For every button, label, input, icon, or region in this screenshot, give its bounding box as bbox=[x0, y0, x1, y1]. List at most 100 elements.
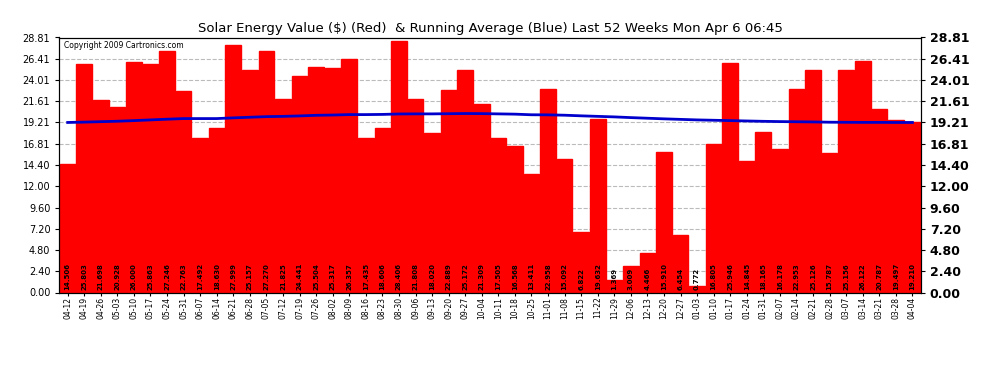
Text: 27.246: 27.246 bbox=[164, 263, 170, 290]
Bar bbox=[888, 120, 904, 292]
Bar bbox=[755, 132, 771, 292]
Text: 0.772: 0.772 bbox=[694, 268, 700, 290]
Text: 25.946: 25.946 bbox=[728, 263, 734, 290]
Text: 25.863: 25.863 bbox=[148, 263, 153, 290]
Text: 26.122: 26.122 bbox=[859, 263, 865, 290]
Bar bbox=[822, 153, 838, 292]
Text: 14.845: 14.845 bbox=[743, 262, 749, 290]
Text: 27.270: 27.270 bbox=[263, 263, 269, 290]
Bar bbox=[424, 133, 440, 292]
Bar bbox=[672, 236, 688, 292]
Bar bbox=[656, 152, 672, 292]
Text: 21.808: 21.808 bbox=[413, 263, 419, 290]
Text: 1.369: 1.369 bbox=[611, 268, 618, 290]
Bar bbox=[325, 68, 341, 292]
Bar bbox=[805, 70, 821, 292]
Text: 16.178: 16.178 bbox=[777, 263, 783, 290]
Bar bbox=[590, 119, 606, 292]
Text: 17.492: 17.492 bbox=[197, 263, 203, 290]
Bar bbox=[358, 138, 373, 292]
Bar bbox=[192, 138, 208, 292]
Text: 25.504: 25.504 bbox=[313, 263, 319, 290]
Bar bbox=[640, 253, 655, 292]
Bar bbox=[308, 67, 324, 292]
Text: 17.505: 17.505 bbox=[495, 263, 501, 290]
Bar bbox=[110, 107, 126, 292]
Text: 22.953: 22.953 bbox=[793, 263, 800, 290]
Text: 19.210: 19.210 bbox=[910, 263, 916, 290]
Bar bbox=[159, 51, 175, 292]
Bar bbox=[739, 161, 754, 292]
Bar bbox=[292, 76, 308, 292]
Text: 28.406: 28.406 bbox=[396, 263, 402, 290]
Bar bbox=[258, 51, 274, 292]
Bar bbox=[342, 59, 357, 292]
Bar bbox=[93, 100, 109, 292]
Text: 17.435: 17.435 bbox=[362, 263, 369, 290]
Bar bbox=[441, 90, 456, 292]
Text: 25.172: 25.172 bbox=[462, 263, 468, 290]
Bar bbox=[839, 70, 854, 292]
Text: 18.606: 18.606 bbox=[379, 263, 385, 290]
Bar bbox=[789, 89, 804, 292]
Bar bbox=[374, 128, 390, 292]
Text: 25.317: 25.317 bbox=[330, 263, 336, 290]
Bar bbox=[524, 174, 540, 292]
Bar bbox=[607, 280, 622, 292]
Bar bbox=[408, 99, 424, 292]
Text: 18.165: 18.165 bbox=[760, 263, 766, 290]
Bar bbox=[126, 62, 142, 292]
Bar bbox=[474, 104, 490, 292]
Bar bbox=[723, 63, 739, 292]
Text: 18.630: 18.630 bbox=[214, 263, 220, 290]
Bar bbox=[871, 108, 887, 292]
Text: 25.803: 25.803 bbox=[81, 263, 87, 290]
Bar bbox=[541, 89, 556, 292]
Bar bbox=[490, 138, 506, 292]
Text: 25.126: 25.126 bbox=[810, 263, 816, 290]
Text: 15.787: 15.787 bbox=[827, 263, 833, 290]
Bar bbox=[391, 41, 407, 292]
Bar bbox=[706, 144, 722, 292]
Text: 15.092: 15.092 bbox=[561, 263, 567, 290]
Text: 15.910: 15.910 bbox=[661, 263, 667, 290]
Text: 25.157: 25.157 bbox=[247, 263, 252, 290]
Text: 26.000: 26.000 bbox=[131, 263, 137, 290]
Bar bbox=[854, 61, 870, 292]
Text: Copyright 2009 Cartronics.com: Copyright 2009 Cartronics.com bbox=[63, 41, 183, 50]
Title: Solar Energy Value ($) (Red)  & Running Average (Blue) Last 52 Weeks Mon Apr 6 0: Solar Energy Value ($) (Red) & Running A… bbox=[198, 22, 782, 35]
Text: 21.825: 21.825 bbox=[280, 263, 286, 290]
Bar bbox=[209, 128, 225, 292]
Text: 16.805: 16.805 bbox=[711, 263, 717, 290]
Text: 21.309: 21.309 bbox=[479, 263, 485, 290]
Text: 27.999: 27.999 bbox=[231, 263, 237, 290]
Text: 24.441: 24.441 bbox=[297, 262, 303, 290]
Text: 22.889: 22.889 bbox=[446, 263, 451, 290]
Text: 16.568: 16.568 bbox=[512, 263, 518, 290]
Text: 3.009: 3.009 bbox=[628, 268, 634, 290]
Bar bbox=[59, 164, 75, 292]
Text: 13.411: 13.411 bbox=[529, 262, 535, 290]
Text: 18.020: 18.020 bbox=[429, 263, 435, 290]
Text: 19.632: 19.632 bbox=[595, 263, 601, 290]
Text: 4.466: 4.466 bbox=[644, 268, 650, 290]
Text: 19.497: 19.497 bbox=[893, 262, 899, 290]
Bar bbox=[556, 159, 572, 292]
Text: 26.357: 26.357 bbox=[346, 263, 352, 290]
Bar bbox=[573, 232, 589, 292]
Text: 22.958: 22.958 bbox=[545, 263, 551, 290]
Text: 22.763: 22.763 bbox=[180, 263, 187, 290]
Bar bbox=[242, 70, 257, 292]
Bar bbox=[457, 70, 473, 292]
Text: 21.698: 21.698 bbox=[98, 263, 104, 290]
Text: 20.787: 20.787 bbox=[876, 263, 882, 290]
Bar bbox=[507, 146, 523, 292]
Bar bbox=[176, 91, 191, 292]
Bar bbox=[772, 149, 788, 292]
Text: 6.454: 6.454 bbox=[677, 268, 683, 290]
Bar bbox=[689, 286, 705, 292]
Bar bbox=[905, 123, 921, 292]
Text: 14.506: 14.506 bbox=[64, 263, 70, 290]
Text: 20.928: 20.928 bbox=[115, 263, 121, 290]
Bar bbox=[143, 64, 158, 292]
